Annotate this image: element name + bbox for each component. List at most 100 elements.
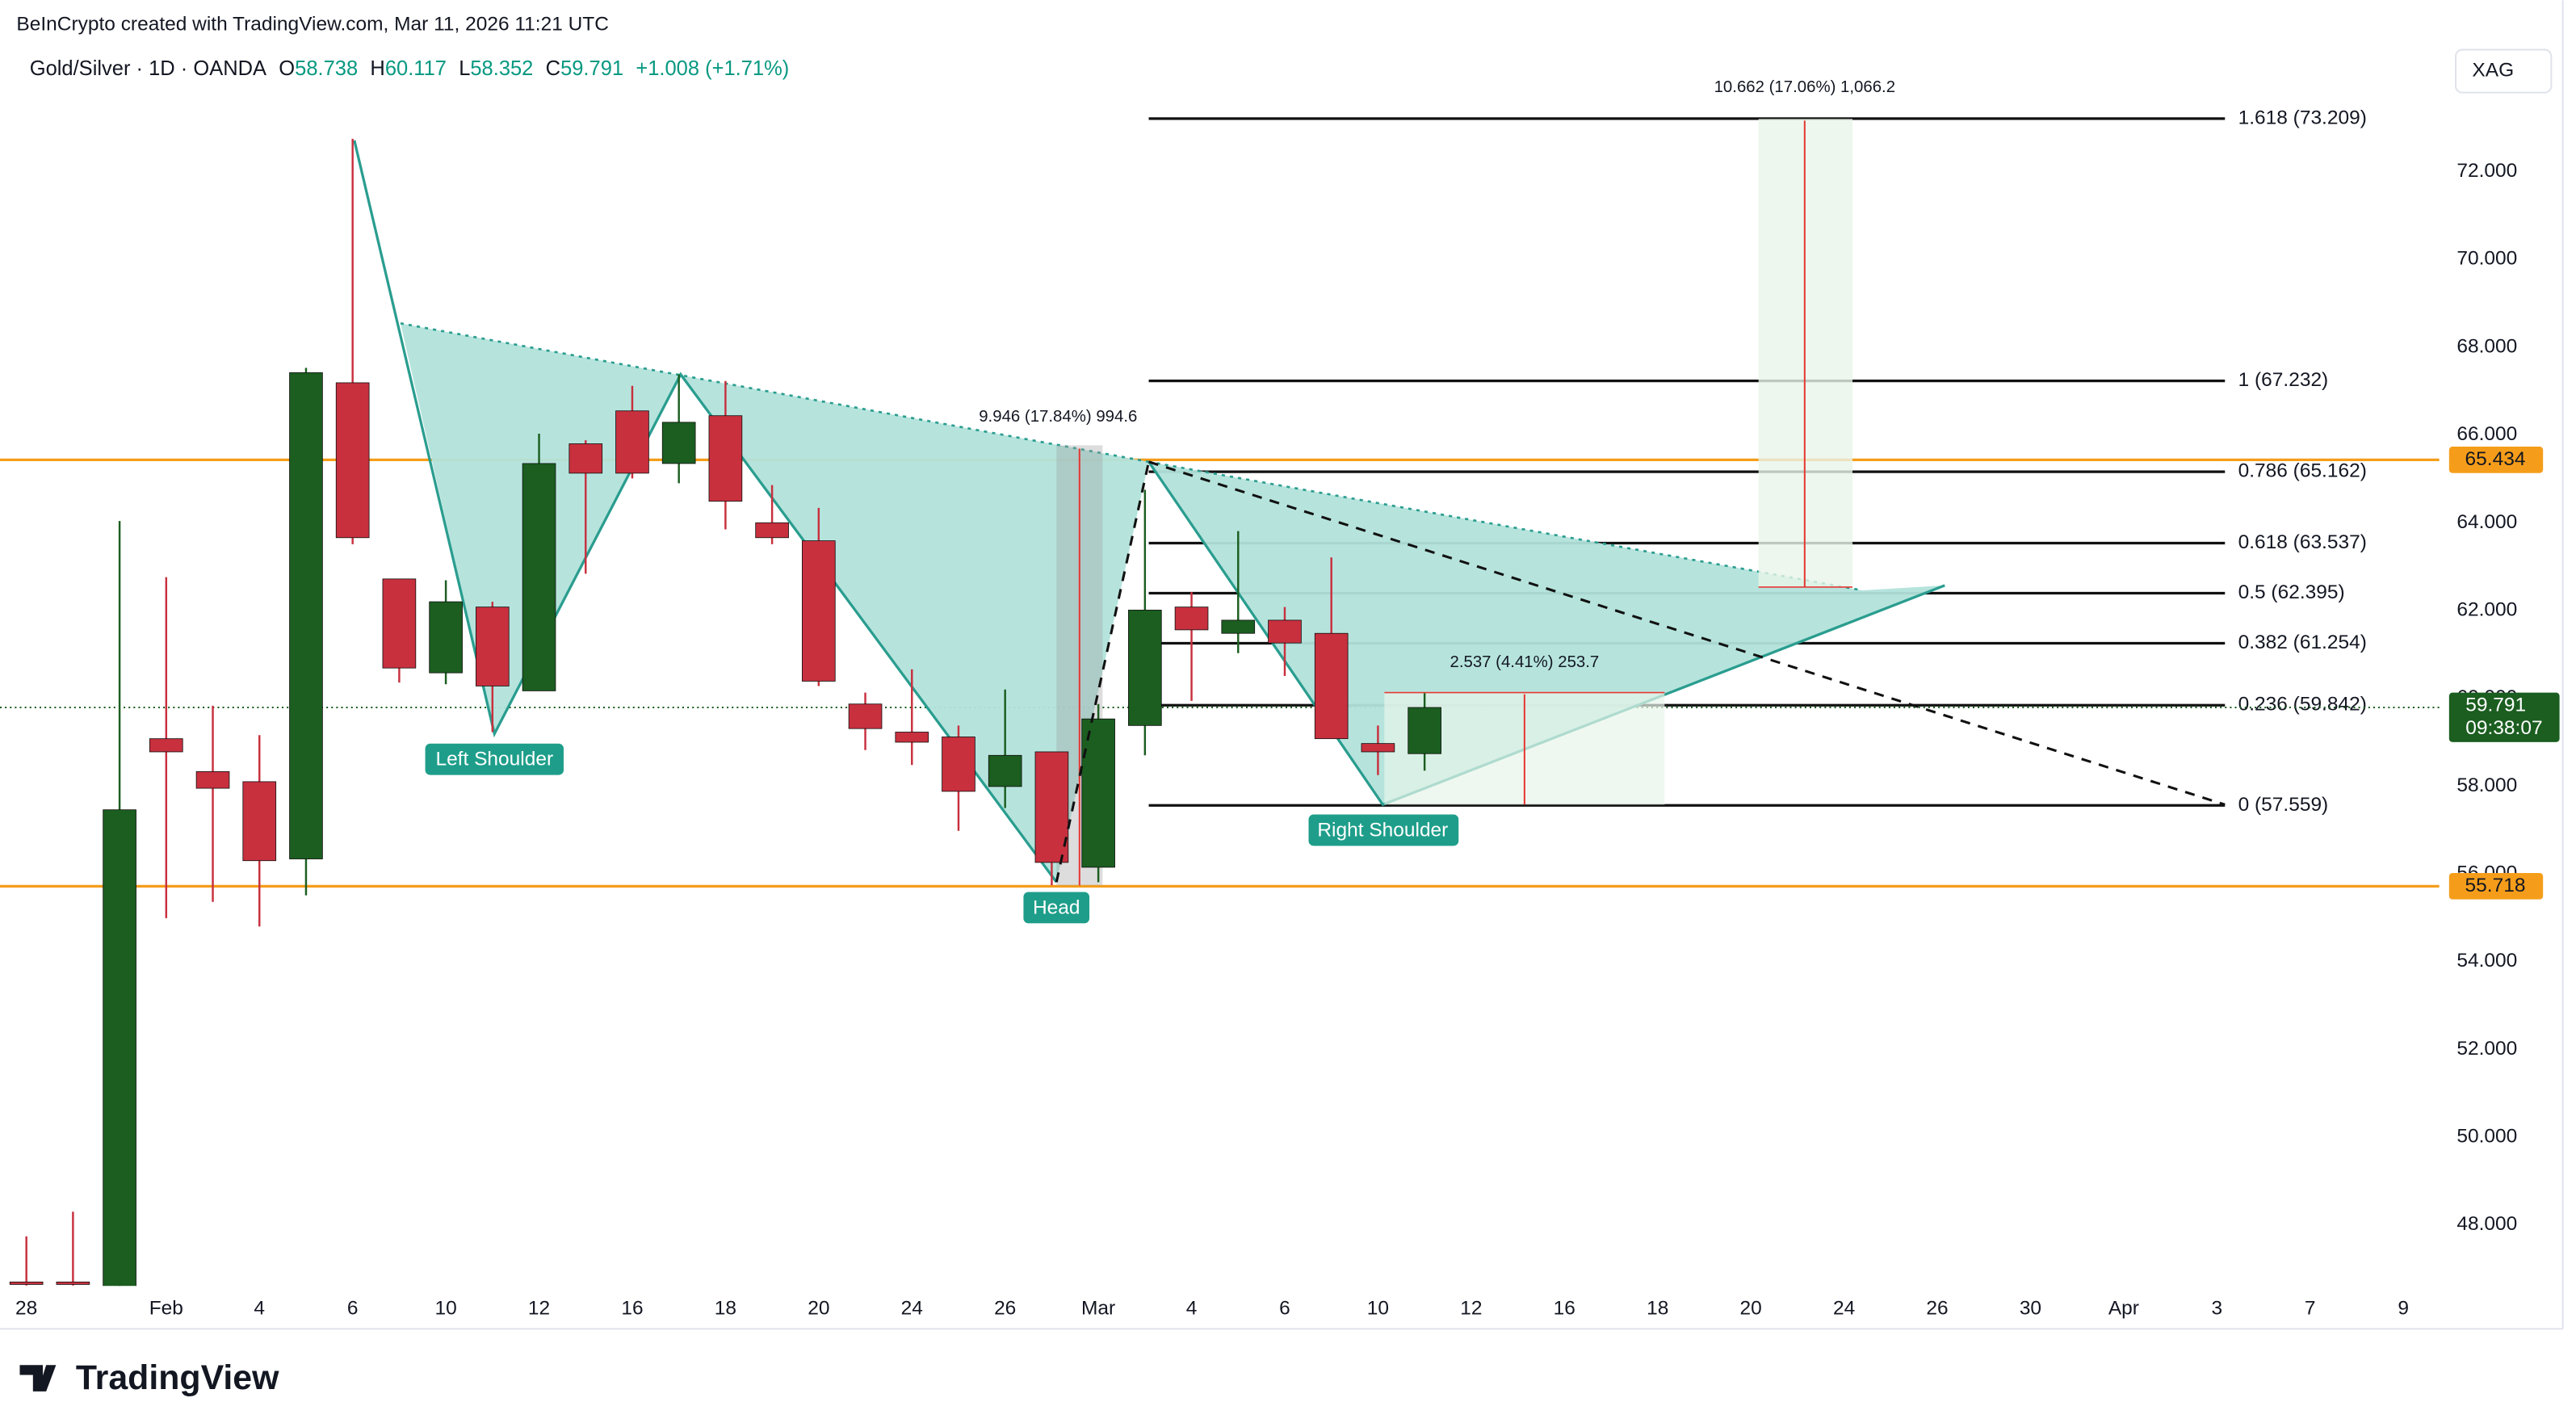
y-tick-label: 52.000 [2456,1038,2517,1060]
x-tick-label: Feb [149,1297,183,1319]
x-tick-label: 4 [1186,1297,1198,1319]
y-tick-label: 50.000 [2456,1126,2517,1148]
candle-body [9,1281,44,1285]
price-badge [2448,873,2544,900]
measure-label: 9.946 (17.84%) 994.6 [979,408,1137,426]
x-tick-label: 28 [15,1297,37,1319]
symbol: Gold/Silver · 1D · OANDA [30,57,266,80]
candle-body [1268,619,1302,644]
x-tick-label: 10 [434,1297,456,1319]
candle-body [522,463,556,691]
x-tick-label: 18 [715,1297,736,1319]
dashed-line [1148,460,2226,806]
candle-body [335,382,370,539]
x-tick-label: 12 [528,1297,550,1319]
x-tick-label: Mar [1081,1297,1115,1319]
x-tick-label: 7 [2305,1297,2316,1319]
candle-body [1221,619,1256,634]
projections [1055,460,2226,883]
fib-label: 0 (57.559) [2238,794,2329,816]
change: +1.008 (+1.71%) [636,57,789,80]
currency: XAG [2472,60,2514,82]
candle-body [103,809,136,1287]
x-tick-label: 18 [1647,1297,1668,1319]
x-tick-label: 20 [808,1297,829,1319]
y-tick-label: 70.000 [2456,248,2517,270]
ohlc-value: 58.738 [295,57,358,80]
candle-body [615,410,649,474]
neckline [400,322,1149,464]
fib-label: 0.786 (65.162) [2238,460,2367,482]
fib-label: 0.5 (62.395) [2238,581,2345,603]
label-box [1023,892,1090,924]
x-tick-label: 26 [1926,1297,1948,1319]
ohlc-label: C [546,57,560,80]
ohlc-label: O [279,57,295,80]
candle-body [661,422,696,464]
price-badge-label: 55.718 [2465,875,2526,896]
candle-body [755,522,789,539]
candle-body [895,732,929,743]
neckline [1148,460,1863,592]
y-tick-label: 62.000 [2456,598,2517,620]
logo-mark [19,1365,57,1392]
x-tick-label: 12 [1460,1297,1482,1319]
fib-label: 0.382 (61.254) [2238,632,2367,653]
candle-body [1081,718,1115,868]
y-tick-label: 54.000 [2456,950,2517,972]
pattern-line [1147,460,1945,807]
candle-body [149,738,183,753]
currency-box[interactable] [2454,48,2553,94]
candle-body [242,781,277,862]
logo: TradingView [19,1358,279,1397]
logo-text: TradingView [76,1358,279,1397]
candles [9,138,1441,1287]
fib-label: 0.618 (63.537) [2238,531,2367,553]
pattern-label: Head [1033,896,1080,918]
x-tick-label: 24 [1833,1297,1855,1319]
y-tick-label: 68.000 [2456,335,2517,357]
plot-area: 48.00050.00052.00054.00056.00058.00060.0… [0,107,2517,1319]
candle-body [195,770,230,789]
price-badge [2448,447,2544,473]
x-tick-label: 16 [1554,1297,1575,1319]
x-tick-label: 26 [994,1297,1016,1319]
candle-body [429,601,463,674]
candle-body [568,443,603,474]
ohlc-value: 59.791 [560,57,623,80]
ohlc-value: 60.117 [385,57,447,80]
candle-body [1361,743,1395,753]
label-box [1308,814,1459,846]
fib-label: 0.236 (59.842) [2238,694,2367,716]
header: Gold/Silver · 1D · OANDA O58.738 H60.117… [30,57,790,80]
candle-body [476,607,510,686]
measure-label: 10.662 (17.06%) 1,066.2 [1714,78,1895,96]
x-tick-label: 24 [901,1297,923,1319]
y-tick-label: 48.000 [2456,1213,2517,1235]
price-badge-label: 65.434 [2465,448,2526,470]
ohlc-label: L [459,57,470,80]
candle-body [1314,632,1349,740]
fib-label: 1 (67.232) [2238,369,2329,391]
candle-body [1408,707,1441,754]
label-box [425,743,564,775]
candle-body [1034,751,1069,863]
candle-body [988,754,1022,787]
candle-body [1174,607,1209,631]
x-tick-label: 10 [1367,1297,1389,1319]
watermark: BeInCrypto created with TradingView.com,… [16,13,609,35]
x-tick-label: 6 [1279,1297,1290,1319]
x-tick-label: 3 [2211,1297,2222,1319]
y-tick-label: 72.000 [2456,160,2517,182]
x-tick-label: 4 [254,1297,265,1319]
ohlc-label: H [370,57,384,80]
measure-label: 2.537 (4.41%) 253.7 [1450,653,1599,671]
candle-body [289,372,323,859]
pattern-label: Left Shoulder [435,749,553,770]
x-tick-label: Apr [2108,1297,2139,1319]
last-price-label: 59.791 [2465,694,2526,716]
candle-body [802,540,836,682]
